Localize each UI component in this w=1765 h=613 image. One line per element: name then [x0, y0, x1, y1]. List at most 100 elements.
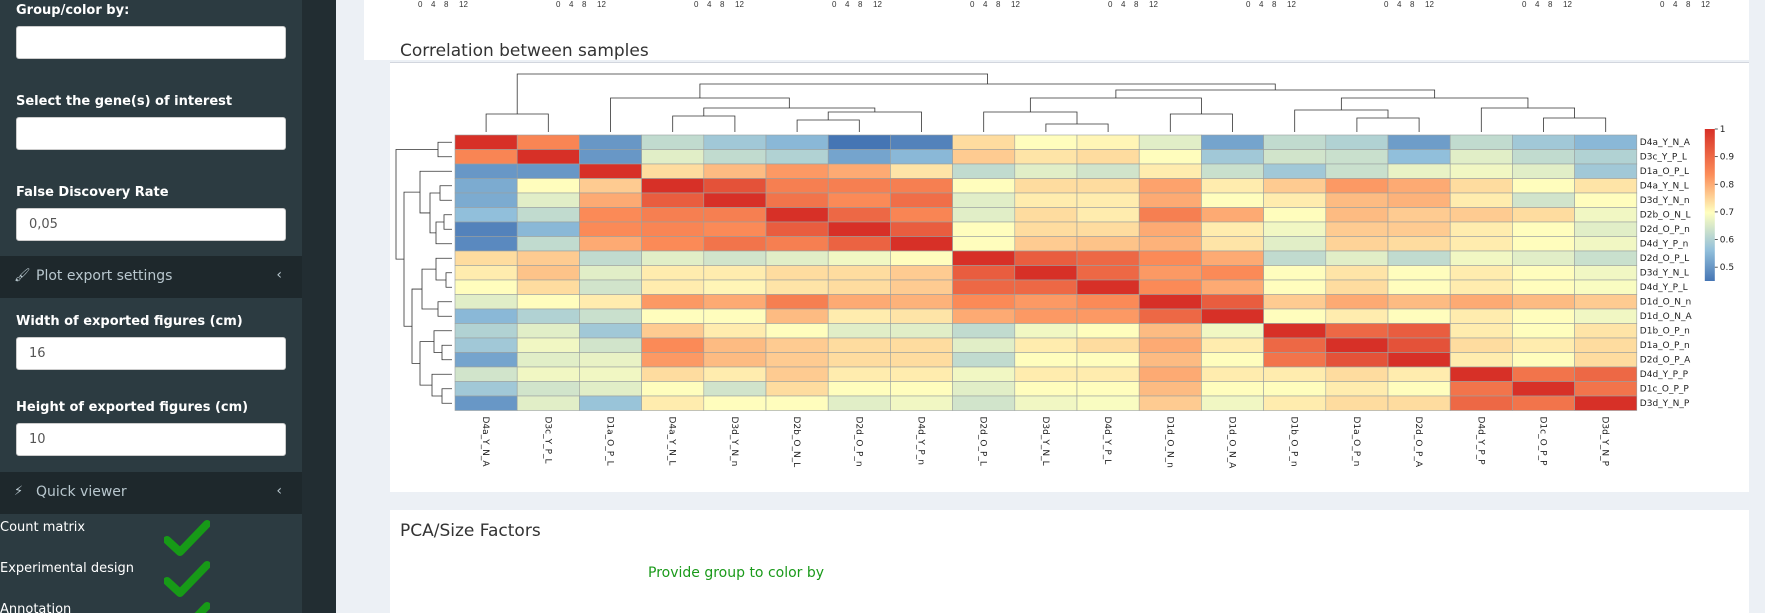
heatmap-cell [516, 337, 580, 353]
top-axis-tick: 8 [1134, 0, 1139, 9]
column-label: D3c_Y_P_L [542, 417, 552, 464]
heatmap-cell [1387, 395, 1451, 411]
heatmap-cell [827, 134, 891, 150]
column-dendrogram-branch [1294, 109, 1389, 132]
heatmap-cell [765, 366, 829, 382]
heatmap-cell [952, 308, 1016, 324]
heatmap-cell [1014, 178, 1078, 194]
heatmap-cell [516, 250, 580, 266]
heatmap-cell [1014, 149, 1078, 165]
heatmap-cell [641, 395, 705, 411]
heatmap-cell [1201, 192, 1264, 208]
heatmap-cell [1263, 207, 1327, 223]
heatmap-cell [703, 163, 767, 179]
heatmap-cell [1263, 265, 1327, 281]
heatmap-cell [765, 279, 829, 295]
top-axis-tick: 4 [569, 0, 574, 9]
heatmap-cell [454, 294, 518, 310]
heatmap-cell [579, 149, 642, 165]
heatmap-cell [765, 163, 829, 179]
row-label: D1d_O_N_n [1640, 298, 1691, 308]
column-label: D1d_O_N_n [1164, 417, 1174, 468]
heatmap-cell [1512, 279, 1575, 295]
heatmap-cell [1512, 366, 1575, 382]
heatmap-cell [1325, 207, 1389, 223]
heatmap-cell [1387, 134, 1451, 150]
heatmap-cell [1201, 221, 1264, 237]
heatmap-cell [579, 221, 642, 237]
heatmap-cell [1076, 134, 1140, 150]
heatmap-cell [1201, 163, 1264, 179]
column-label: D1a_O_P_L [605, 417, 615, 466]
heatmap-cell [1201, 178, 1264, 194]
heatmap-cell [1325, 352, 1389, 368]
heatmap-cell [1014, 308, 1078, 324]
heatmap-cell [1574, 265, 1638, 281]
genes-input[interactable] [16, 117, 286, 150]
heatmap-cell [827, 250, 891, 266]
heatmap-cell [1201, 337, 1264, 353]
top-axis-tick: 4 [1535, 0, 1540, 9]
heatmap-cell [952, 221, 1016, 237]
column-dendrogram-branch [1543, 117, 1607, 132]
top-axis-tick: 8 [858, 0, 863, 9]
heatmap-cell [1387, 366, 1451, 382]
heatmap-cell [1014, 279, 1078, 295]
group-color-input[interactable] [16, 26, 286, 59]
heatmap-cell [952, 192, 1016, 208]
row-dendrogram-branch [411, 288, 422, 364]
heatmap-cell [890, 308, 953, 324]
heatmap-cell [703, 381, 767, 397]
heatmap-cell [1014, 192, 1078, 208]
heatmap-cell [1076, 366, 1140, 382]
heatmap-cell [1263, 323, 1327, 339]
heatmap-cell [641, 207, 705, 223]
heatmap-cell [952, 207, 1016, 223]
row-dendrogram-branch [433, 330, 452, 353]
legend-tick-label: 1 [1720, 125, 1726, 135]
heatmap-cell [952, 163, 1016, 179]
heatmap-cell [890, 265, 953, 281]
heatmap-cell [1076, 163, 1140, 179]
quick-item-experimental-design: Experimental design [0, 561, 134, 576]
heatmap-cell [579, 178, 642, 194]
heatmap-cell [827, 192, 891, 208]
heatmap-cell [1014, 395, 1078, 411]
top-axis-tick: 0 [1522, 0, 1527, 9]
height-input[interactable]: 10 [16, 423, 286, 456]
top-axis-tick: 4 [431, 0, 436, 9]
heatmap-cell [890, 178, 953, 194]
heatmap-cell [1387, 250, 1451, 266]
heatmap-cell [1263, 352, 1327, 368]
heatmap-cell [890, 337, 953, 353]
heatmap-cell [454, 236, 518, 252]
row-dendrogram-branch [437, 301, 452, 317]
heatmap-cell [1574, 149, 1638, 165]
heatmap-cell [641, 149, 705, 165]
fdr-input[interactable]: 0,05 [16, 208, 286, 241]
heatmap-cell [1449, 163, 1513, 179]
top-axis-tick: 0 [418, 0, 423, 9]
heatmap-cell [952, 352, 1016, 368]
heatmap-cell [1138, 163, 1202, 179]
heatmap-cell [952, 178, 1016, 194]
heatmap-cell [952, 265, 1016, 281]
plot-export-header[interactable]: 🖌 Plot export settings ‹ [0, 256, 302, 298]
heatmap-cell [641, 192, 705, 208]
chevron-left-icon: ‹ [276, 483, 282, 499]
width-input[interactable]: 16 [16, 337, 286, 370]
heatmap-cell [1449, 381, 1513, 397]
heatmap-cell [1512, 149, 1575, 165]
heatmap-cell [1574, 163, 1638, 179]
heatmap-cell [1263, 294, 1327, 310]
column-label: D1a_O_P_n [1351, 417, 1361, 467]
quick-viewer-header[interactable]: ⚡ Quick viewer ‹ [0, 472, 302, 514]
heatmap-cell [1574, 337, 1638, 353]
top-axis-tick: 4 [1397, 0, 1402, 9]
column-label: D4a_Y_N_L [667, 417, 677, 466]
heatmap-cell [1574, 294, 1638, 310]
heatmap-cell [1512, 163, 1575, 179]
heatmap-cell [1076, 352, 1140, 368]
row-label: D2b_O_N_L [1640, 211, 1691, 221]
heatmap-cell [827, 395, 891, 411]
